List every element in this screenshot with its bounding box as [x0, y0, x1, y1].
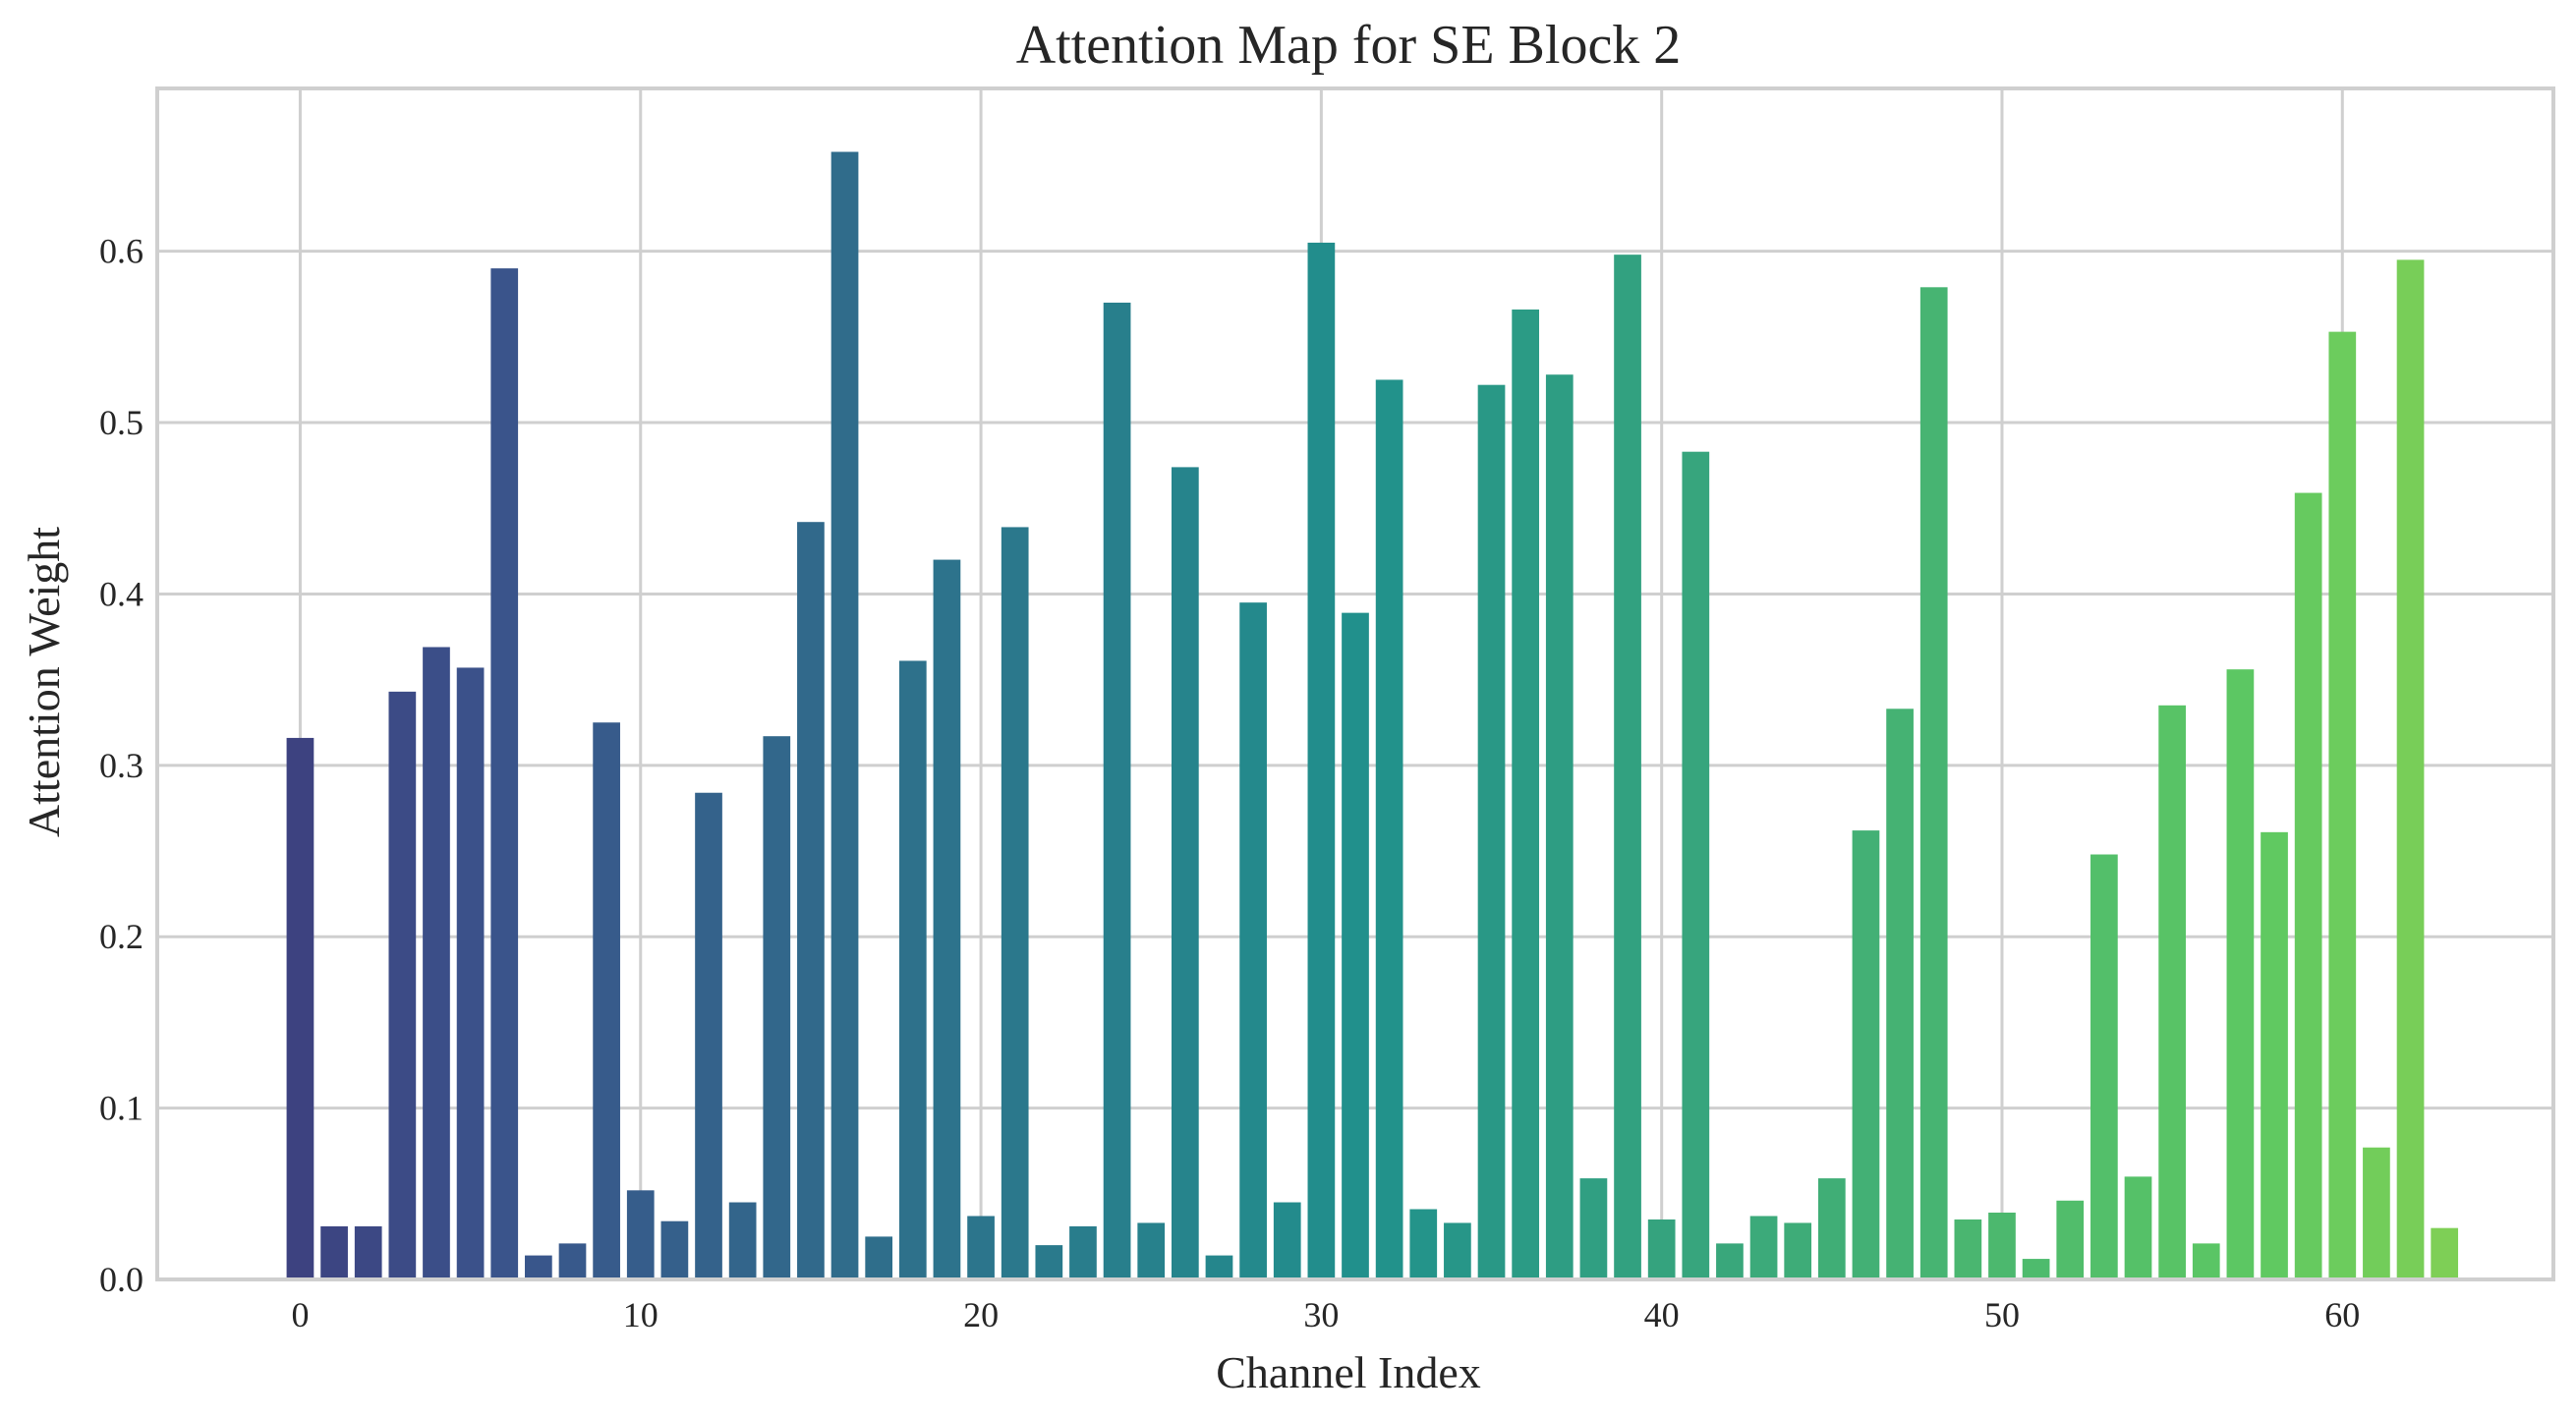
bar	[558, 1243, 587, 1279]
plot-frame	[155, 86, 2555, 1281]
bar	[1409, 1209, 1438, 1279]
bar	[898, 660, 927, 1279]
y-tick-label: 0.1	[99, 1089, 143, 1128]
bar	[1342, 612, 1369, 1279]
bar	[1103, 302, 1131, 1280]
x-tick-label: 60	[2324, 1295, 2360, 1334]
bar	[695, 792, 722, 1279]
bar	[1579, 1178, 1608, 1279]
bar	[1817, 1178, 1846, 1279]
bar	[490, 268, 519, 1279]
x-tick-label: 30	[1303, 1295, 1339, 1334]
y-tick-label: 0.6	[99, 232, 143, 271]
chart-title: Attention Map for SE Block 2	[1016, 15, 1682, 76]
bar	[286, 737, 315, 1279]
bar	[933, 559, 961, 1279]
bar	[1682, 451, 1710, 1279]
bar	[2192, 1243, 2220, 1279]
bar	[1919, 287, 1948, 1279]
y-tick-label: 0.0	[99, 1260, 143, 1299]
bar	[2158, 705, 2186, 1279]
bar	[2396, 259, 2425, 1280]
bar	[830, 151, 859, 1280]
bar	[423, 647, 450, 1279]
bar	[626, 1190, 655, 1279]
y-tick-label: 0.3	[99, 746, 143, 785]
bar	[2363, 1147, 2390, 1279]
bar	[2294, 492, 2322, 1279]
bar	[1954, 1219, 1982, 1279]
bar	[388, 691, 417, 1279]
bar	[593, 722, 620, 1279]
bar	[2328, 331, 2357, 1279]
bars	[286, 151, 2459, 1280]
x-tick-label: 50	[1984, 1295, 2020, 1334]
y-axis-label: Attention Weight	[19, 527, 69, 837]
x-tick-labels: 0 10 20 30 40 50 60	[291, 1295, 2360, 1334]
bar	[1647, 1219, 1676, 1279]
bar	[2261, 831, 2288, 1279]
bar	[967, 1216, 995, 1279]
bar	[1545, 374, 1574, 1280]
bar	[1375, 379, 1403, 1279]
y-tick-label: 0.5	[99, 403, 143, 442]
bar	[1716, 1243, 1744, 1279]
bar	[660, 1220, 689, 1279]
bar	[1035, 1245, 1063, 1279]
bar	[456, 667, 485, 1279]
bar	[728, 1202, 757, 1279]
bar	[2226, 669, 2255, 1279]
bar	[1307, 242, 1336, 1279]
bar	[1171, 467, 1199, 1279]
bar	[1512, 309, 1540, 1279]
bar	[1614, 255, 1641, 1279]
bar	[1205, 1255, 1233, 1279]
bar	[2090, 854, 2118, 1279]
bar	[865, 1236, 893, 1279]
x-tick-label: 20	[963, 1295, 999, 1334]
bar	[763, 736, 791, 1279]
bar	[1886, 709, 1914, 1279]
bar	[1273, 1202, 1301, 1279]
bar	[320, 1225, 348, 1279]
bar	[2124, 1176, 2152, 1279]
bar	[1477, 384, 1506, 1279]
bar	[797, 522, 825, 1279]
y-tick-label: 0.2	[99, 917, 143, 956]
x-axis-label: Channel Index	[1216, 1347, 1481, 1397]
bar	[2056, 1200, 2085, 1279]
y-tick-label: 0.4	[99, 574, 143, 613]
bar	[2022, 1259, 2050, 1279]
x-tick-label: 10	[623, 1295, 658, 1334]
bar	[354, 1225, 382, 1279]
bar	[1001, 527, 1029, 1279]
grid-lines	[157, 88, 2553, 1281]
x-tick-label: 40	[1644, 1295, 1680, 1334]
bar	[2431, 1227, 2459, 1279]
bar	[1852, 830, 1880, 1279]
bar	[1444, 1222, 1471, 1279]
bar	[525, 1255, 552, 1279]
bar	[1069, 1225, 1097, 1279]
y-tick-labels: 0.0 0.1 0.2 0.3 0.4 0.5 0.6	[99, 232, 143, 1299]
bar	[1239, 602, 1267, 1279]
bar	[1749, 1216, 1778, 1279]
x-tick-label: 0	[291, 1295, 309, 1334]
bar	[1988, 1212, 2016, 1279]
bar	[1784, 1222, 1812, 1279]
bar	[1137, 1222, 1166, 1279]
